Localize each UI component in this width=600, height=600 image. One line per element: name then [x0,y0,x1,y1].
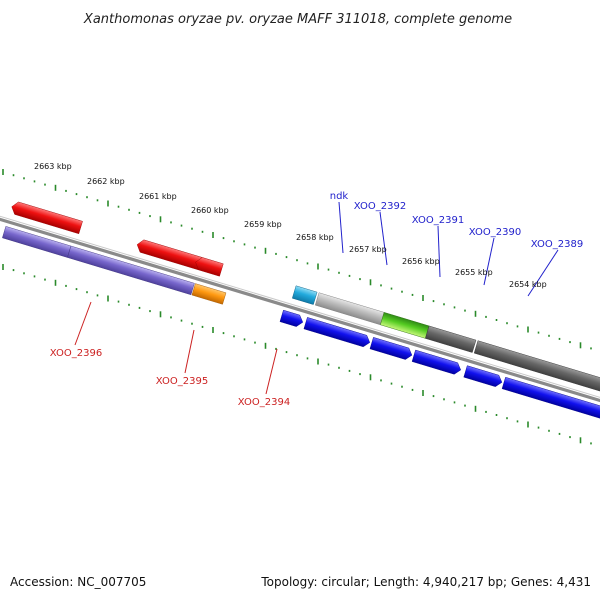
gene-feature-silver[interactable] [315,292,385,326]
gene-label-xoo-2391[interactable]: XOO_2391 [412,215,464,226]
gene-feature-dark-gray[interactable] [425,325,477,353]
tick-label: 2663 kbp [34,162,72,171]
tick-label: 2661 kbp [139,192,177,201]
gene-feature-blue[interactable] [463,365,504,388]
tick-label: 2660 kbp [191,206,229,215]
gene-label-xoo-2395[interactable]: XOO_2395 [156,376,208,387]
gene-feature-blue[interactable] [279,309,305,328]
tick-label: 2659 kbp [244,220,282,229]
gene-feature-blue[interactable] [303,317,372,348]
callout-xoo-2394 [265,348,278,395]
gene-label-ndk[interactable]: ndk [330,191,349,202]
gene-feature-cyan[interactable] [292,285,318,305]
gene-label-xoo-2390[interactable]: XOO_2390 [469,227,521,238]
callout-xoo-2390 [483,237,495,286]
callout-xoo-2396 [74,301,92,346]
gene-label-xoo-2396[interactable]: XOO_2396 [50,348,102,359]
accession-text: Accession: NC_007705 [10,575,146,589]
gene-feature-blue[interactable] [411,349,462,376]
tick-label: 2655 kbp [455,268,493,277]
gene-label-xoo-2392[interactable]: XOO_2392 [354,201,406,212]
callout-ndk [338,201,344,254]
tick-label: 2656 kbp [402,257,440,266]
gene-feature-orange[interactable] [191,283,227,305]
tick-label: 2658 kbp [296,233,334,242]
gene-feature-dark-gray[interactable] [473,340,600,395]
tick-label: 2654 kbp [509,280,547,289]
callout-xoo-2395 [184,329,195,374]
gene-feature-blue[interactable] [369,337,414,361]
gene-feature-purple[interactable] [67,245,195,296]
map-title: Xanthomonas oryzae pv. oryzae MAFF 31101… [83,12,512,27]
genome-summary-text: Topology: circular; Length: 4,940,217 bp… [260,575,591,589]
gene-feature-green[interactable] [380,312,430,339]
genome-backbone [0,197,600,405]
tick-labels: 2663 kbp 2662 kbp 2661 kbp 2660 kbp 2659… [34,162,547,289]
gene-callouts [74,201,559,395]
callout-xoo-2389 [527,249,559,297]
callout-xoo-2392 [379,211,388,266]
gene-feature-red[interactable] [135,238,203,271]
gene-feature-red[interactable] [194,256,224,277]
gene-label-xoo-2394[interactable]: XOO_2394 [238,397,290,408]
tick-label: 2662 kbp [87,177,125,186]
gene-feature-blue[interactable] [501,376,600,420]
tick-track-lower [2,264,592,445]
tick-label: 2657 kbp [349,245,387,254]
gene-features [2,200,600,420]
gene-feature-red[interactable] [10,200,83,235]
tick-track-upper [2,169,592,350]
callout-xoo-2391 [437,225,441,278]
gene-label-xoo-2389[interactable]: XOO_2389 [531,239,583,250]
